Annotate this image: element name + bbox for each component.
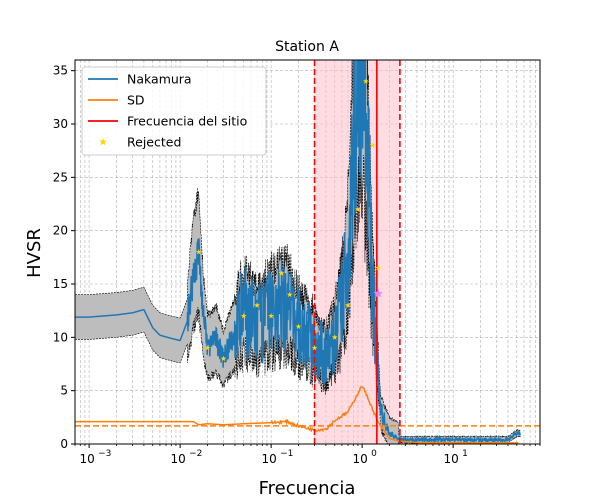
x-tick-label: 10 <box>261 452 276 466</box>
y-tick-label: 15 <box>53 277 68 291</box>
rejected-point <box>220 355 227 362</box>
rejected-point <box>278 270 285 276</box>
legend-rejected-swatch <box>99 138 107 146</box>
nakamura-upper-bound <box>75 60 521 439</box>
y-axis-title: HVSR <box>24 228 45 278</box>
legend-site-frequency-label: Frecuencia del sitio <box>127 114 247 129</box>
x-axis-title: Frecuencia <box>259 478 356 499</box>
chart-title: Station A <box>275 39 339 55</box>
x-tick-exponent: −3 <box>98 449 111 459</box>
rejected-point <box>295 323 302 330</box>
peak-star-marker <box>373 288 383 298</box>
y-tick-label: 30 <box>53 117 68 131</box>
y-tick-label: 25 <box>53 170 68 184</box>
sd-line <box>75 386 519 444</box>
rejected-point <box>268 313 274 319</box>
y-tick-label: 5 <box>60 384 68 398</box>
legend-box <box>81 66 267 156</box>
y-tick-label: 20 <box>53 224 68 238</box>
y-tick-label: 0 <box>60 437 68 451</box>
rejected-point <box>375 265 381 271</box>
x-tick-label: 10 <box>79 452 94 466</box>
axes-frame <box>74 59 541 445</box>
y-tick-label: 10 <box>53 330 68 344</box>
y-tick-label: 35 <box>53 64 68 78</box>
rejected-point <box>204 345 211 351</box>
rejected-point <box>195 249 202 255</box>
rejected-point <box>331 334 338 340</box>
legend: Nakamura SD Frecuencia del sitio Rejected <box>81 66 267 156</box>
x-tick-exponent: −1 <box>280 449 293 459</box>
x-tick-label: 10 <box>444 452 459 466</box>
rejected-point <box>254 302 260 308</box>
legend-sd-label: SD <box>127 93 145 108</box>
legend-rejected-label: Rejected <box>127 135 181 150</box>
rejected-point <box>311 345 318 351</box>
rejected-point <box>286 291 293 298</box>
rejected-point <box>345 302 351 308</box>
plot-content <box>75 60 540 444</box>
x-tick-label: 10 <box>170 452 185 466</box>
x-tick-exponent: 0 <box>371 449 377 459</box>
rejected-point <box>369 142 376 148</box>
legend-nakamura-label: Nakamura <box>127 72 192 87</box>
rejected-point <box>240 313 247 319</box>
rejected-point <box>363 78 369 84</box>
rejected-point <box>355 206 361 212</box>
x-tick-label: 10 <box>352 452 367 466</box>
x-tick-exponent: 1 <box>462 449 468 459</box>
nakamura-line <box>75 60 522 444</box>
x-tick-exponent: −2 <box>189 449 202 459</box>
